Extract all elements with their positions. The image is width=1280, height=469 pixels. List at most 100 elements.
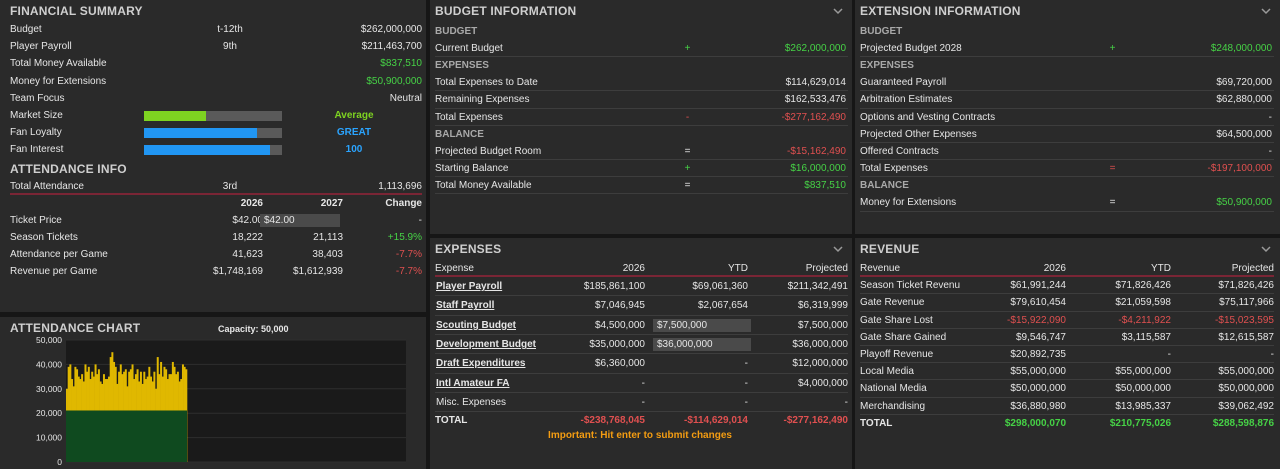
section-head: BALANCE [860,180,909,192]
expenses-title: EXPENSES [435,242,502,256]
chevron-down-icon[interactable] [832,243,844,255]
info-row-operator [1060,91,1165,107]
attendance-row: Attendance per Game 41,623 38,403 -7.7% [10,246,422,263]
revenue-label: Gate Revenue [860,297,925,309]
rev-col-2026: 2026 [1043,263,1066,274]
info-row-operator: + [684,162,691,174]
meter-bar [144,110,282,121]
capacity-label: Capacity: 50,000 [218,324,289,334]
expense-projected: $7,500,000 [797,319,848,331]
attendance-bar [111,352,114,462]
revenue-2026: $36,880,980 [1010,400,1066,412]
chevron-down-icon[interactable] [832,5,844,17]
total-attendance-row: Total Attendance 3rd 1,113,696 [10,178,422,195]
section-head: BUDGET [860,26,903,37]
attendance-row-2027: 38,403 [312,249,343,261]
attendance-row-2027: 21,113 [313,232,343,244]
info-row: Total Expenses - -$277,162,490 [435,109,848,126]
revenue-label: Gate Share Gained [860,331,947,343]
info-row-operator: = [684,145,691,157]
expense-projected: $211,342,491 [787,281,848,293]
chevron-down-icon[interactable] [1260,5,1272,17]
revenue-row: Gate Share Lost -$15,922,090 -$4,211,922 -$… [860,312,1274,329]
financial-row-label: Team Focus [10,92,65,104]
financial-row-label: Money for Extensions [10,75,107,87]
financial-summary-title: FINANCIAL SUMMARY [10,4,143,18]
attendance-row-label: Season Tickets [10,232,78,244]
revenue-2026: $50,000,000 [1010,383,1066,395]
budget-input[interactable]: $7,500,000 [653,318,751,332]
attendance-row-2027: $1,612,939 [292,266,343,278]
financial-row: Budget t-12th $262,000,000 [10,21,422,38]
expense-link[interactable]: Draft Expenditures [436,358,526,370]
expense-label: Misc. Expenses [436,396,507,408]
revenue-title: REVENUE [860,242,920,256]
meter-fill [144,128,258,139]
revenue-projected: $75,117,966 [1219,297,1274,309]
y-tick-label: 30,000 [36,384,62,394]
revenue-projected: $55,000,000 [1218,366,1274,378]
ticket-price-input[interactable]: $42.00 [260,213,340,227]
revenue-ytd: $71,826,426 [1115,280,1171,292]
info-row: Projected Other Expenses $64,500,000 [860,126,1274,143]
section-head: EXPENSES [435,60,489,72]
expense-2026: $7,046,945 [594,300,645,312]
meter-row: Fan Loyalty GREAT [10,124,422,141]
exp-total-label: TOTAL [435,415,468,427]
revenue-projected: -$15,023,595 [1215,314,1274,326]
revenue-ytd: -$4,211,922 [1118,314,1171,326]
meter-label: Market Size [10,109,63,121]
revenue-ytd: $13,985,337 [1115,400,1171,412]
info-row: Guaranteed Payroll $69,720,000 [860,74,1274,92]
att-col-2026: 2026 [240,197,263,209]
revenue-projected: $12,615,587 [1218,331,1274,343]
info-row: Options and Vesting Contracts - [860,109,1274,126]
revenue-projected: $50,000,000 [1218,383,1274,395]
budget-input-value: $36,000,000 [657,339,713,351]
info-row-label: Options and Vesting Contracts [860,111,996,123]
attendance-bar [109,357,112,462]
expense-2026: - [641,377,645,389]
info-row-operator: + [1109,43,1116,54]
financial-row-value: $837,510 [380,58,422,70]
ticket-price-value: $42.00 [264,214,295,226]
meter-fill [144,110,207,121]
revenue-row: Playoff Revenue $20,892,735 - - [860,346,1274,364]
info-row: Remaining Expenses $162,533,476 [435,91,848,109]
info-row-label: Projected Budget 2028 [860,43,962,54]
expense-row: Staff Payroll $7,046,945 $2,067,654 $6,319,… [435,296,848,316]
total-attendance-value: 1,113,696 [378,180,422,192]
financial-row-rank [160,55,300,72]
financial-row-rank: t-12th [217,24,243,35]
expense-ytd: $2,067,654 [697,300,748,312]
revenue-ytd: $50,000,000 [1115,383,1171,395]
budget-input-value: $7,500,000 [657,319,708,331]
submit-note: Important: Hit enter to submit changes [548,430,732,442]
section-head: BUDGET [435,26,478,37]
budget-input[interactable]: $36,000,000 [653,338,751,352]
revenue-row: Local Media $55,000,000 $55,000,000 $55,000… [860,363,1274,381]
info-row: Arbitration Estimates $62,880,000 [860,91,1274,109]
expense-link[interactable]: Intl Amateur FA [436,377,510,389]
expense-row: Development Budget $35,000,000 $36,000,000… [435,335,848,355]
attendance-row-label: Revenue per Game [10,266,98,278]
expense-link[interactable]: Player Payroll [436,281,503,293]
info-row: Offered Contracts - [860,143,1274,161]
info-row-value: $50,900,000 [1216,197,1272,209]
revenue-total-row: TOTAL $298,000,070 $210,775,026 $288,598… [860,415,1274,432]
info-row: Money for Extensions = $50,900,000 [860,194,1274,212]
expense-link[interactable]: Scouting Budget [436,319,516,331]
financial-summary-panel: FINANCIAL SUMMARY Budget t-12th $262,000,0… [0,0,426,312]
attendance-chart: 50,000 40,000 30,000 20,000 10,000 0 [36,335,406,467]
info-row-label: Money for Extensions [860,197,957,209]
expenses-panel: EXPENSES Expense 2026 YTD Projected Play… [430,238,852,469]
expense-link[interactable]: Development Budget [436,339,537,351]
exp-total-projected: -$277,162,490 [783,415,848,427]
revenue-row: Season Ticket Revenue $61,991,244 $71,826,… [860,277,1274,295]
expense-2026: $35,000,000 [589,339,645,351]
total-attendance-label: Total Attendance [10,180,84,192]
chevron-down-icon[interactable] [1260,243,1272,255]
revenue-2026: $20,892,735 [1010,348,1066,360]
expense-link[interactable]: Staff Payroll [436,300,495,312]
info-row: Total Money Available = $837,510 [435,177,848,195]
